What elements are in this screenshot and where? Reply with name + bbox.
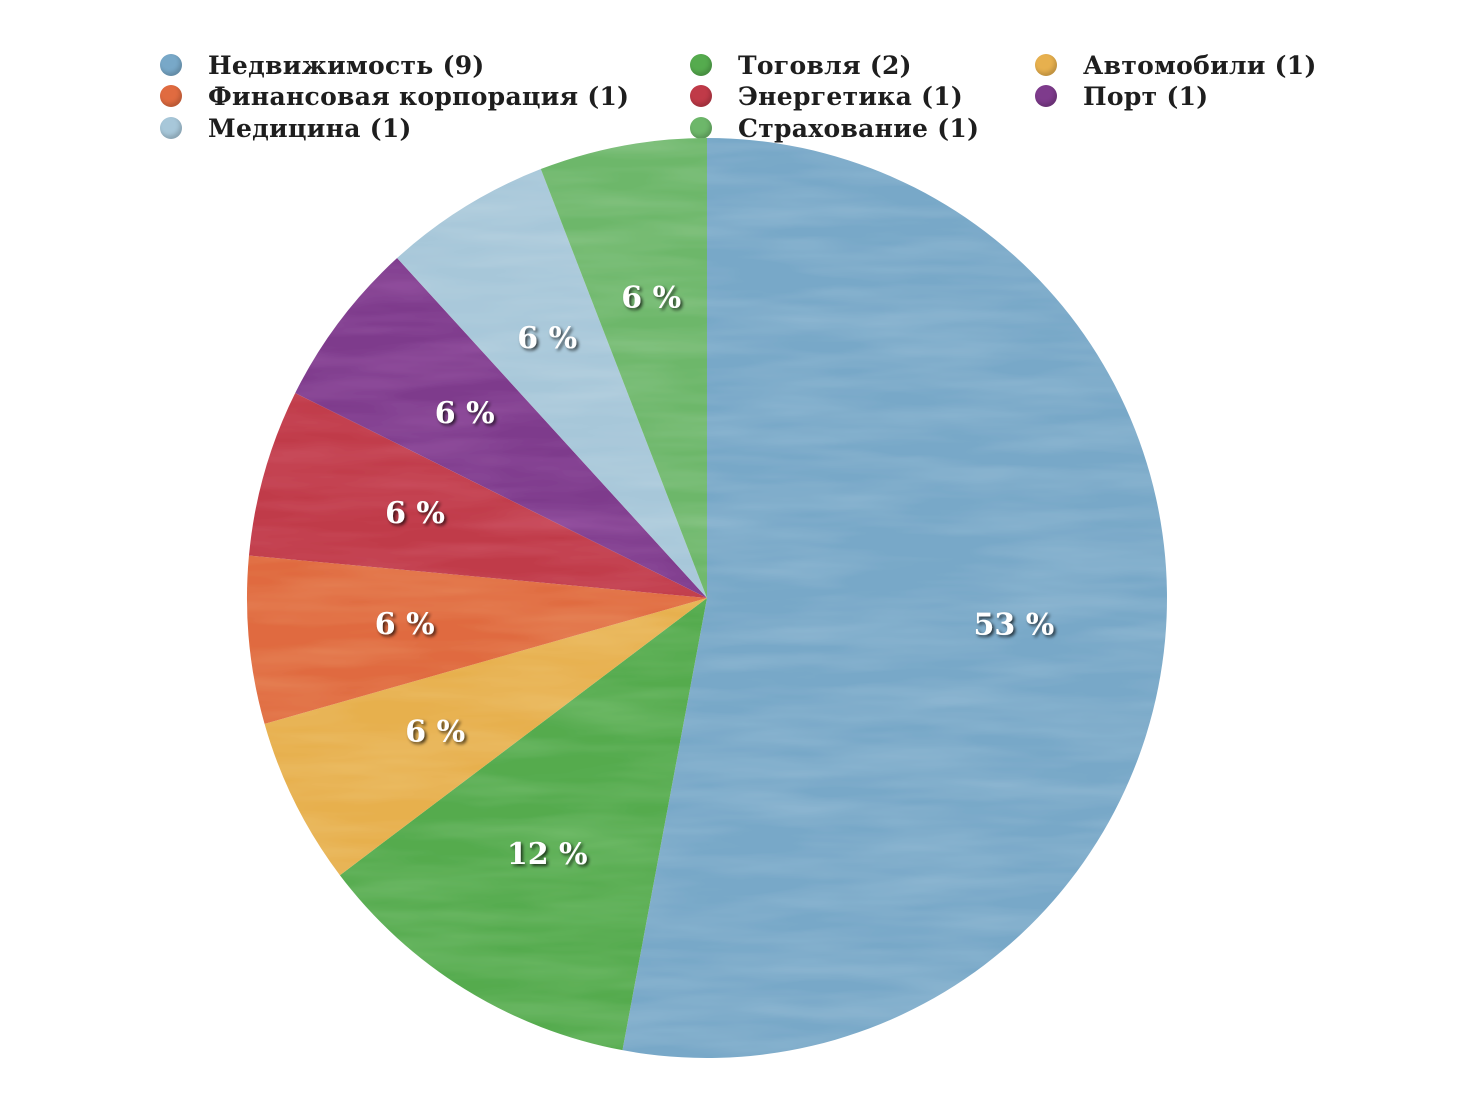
slice-percent-label: 6 % <box>435 396 495 431</box>
pie-labels: 53 % 12 % 6 % 6 % 6 % 6 % 6 % 6 % <box>375 281 1055 872</box>
legend-item: Автомобили (1) <box>1035 50 1317 80</box>
legend-label: Энергетика (1) <box>738 81 964 111</box>
legend-label: Тоговля (2) <box>738 50 912 80</box>
legend-label: Автомобили (1) <box>1083 50 1317 80</box>
legend-label: Медицина (1) <box>208 113 412 143</box>
legend-item: Порт (1) <box>1035 81 1208 111</box>
legend-item: Энергетика (1) <box>690 81 963 111</box>
legend-label: Порт (1) <box>1083 81 1209 111</box>
slice-percent-label: 12 % <box>507 837 588 872</box>
slice-percent-label: 6 % <box>621 281 681 316</box>
chart-legend: Недвижимость (9) Тоговля (2) Автомобили (1… <box>0 0 1460 150</box>
slice-percent-label: 6 % <box>405 714 465 749</box>
pie-slices <box>246 138 1167 1058</box>
legend-swatch <box>690 54 712 76</box>
pie-slice <box>339 598 707 1051</box>
legend-item: Финансовая корпорация (1) <box>160 81 629 111</box>
legend-swatch <box>160 85 182 107</box>
legend-item: Медицина (1) <box>160 113 412 143</box>
legend-item: Тоговля (2) <box>690 50 912 80</box>
slice-percent-label: 6 % <box>375 607 435 642</box>
pie-slice <box>622 138 1167 1058</box>
legend-swatch <box>160 117 182 139</box>
pie-slice <box>246 555 707 724</box>
legend-item: Недвижимость (9) <box>160 50 485 80</box>
slice-percent-label: 6 % <box>517 321 577 356</box>
legend-label: Финансовая корпорация (1) <box>208 81 630 111</box>
legend-swatch <box>1035 85 1057 107</box>
legend-swatch <box>690 85 712 107</box>
pie-slice <box>540 138 707 598</box>
pie-slice <box>248 392 707 598</box>
legend-item: Страхование (1) <box>690 113 979 143</box>
pie-slice <box>264 598 707 876</box>
legend-swatch <box>690 117 712 139</box>
legend-label: Страхование (1) <box>738 113 980 143</box>
pie-slice <box>295 258 707 598</box>
pie-slice <box>397 169 707 598</box>
slice-percent-label: 6 % <box>385 496 445 531</box>
legend-swatch <box>160 54 182 76</box>
slice-percent-label: 53 % <box>974 607 1055 642</box>
legend-label: Недвижимость (9) <box>208 50 485 80</box>
legend-swatch <box>1035 54 1057 76</box>
